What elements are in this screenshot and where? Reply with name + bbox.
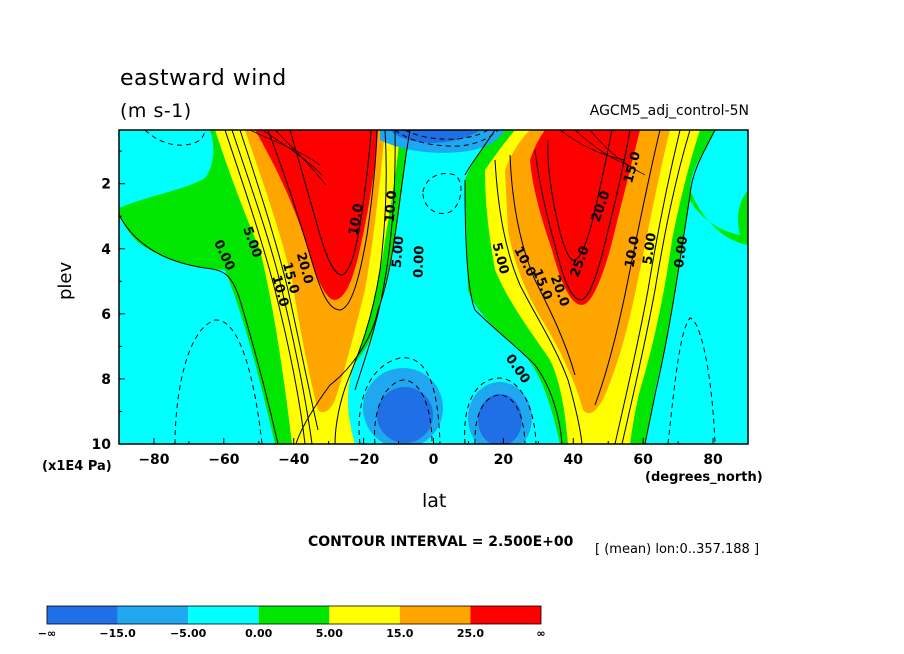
- contour-line-east-6: [494, 159, 583, 444]
- neg-contour-bottom-west-1: [358, 357, 441, 444]
- colorbar-swatch: [47, 606, 118, 624]
- x-tick-label: 0: [429, 452, 439, 468]
- contour-label: 10.0: [383, 190, 401, 223]
- y-tick-label: 2: [101, 177, 111, 193]
- contour-label: 10.0: [346, 202, 366, 236]
- colorbar-label: −∞: [38, 627, 56, 640]
- colorbar-swatch: [329, 606, 400, 624]
- x-tick-label: 80: [703, 452, 723, 468]
- contour-line-west-6: [334, 130, 387, 444]
- contour-line-east-3: [594, 130, 661, 406]
- colorbar-swatch: [399, 606, 471, 624]
- y-tick-label: 10: [92, 437, 112, 453]
- dataset-label: AGCM5_adj_control-5N: [589, 103, 749, 119]
- contour-line-west-2: [231, 130, 313, 444]
- x-axis-units: (degrees_north): [645, 470, 763, 485]
- y-tick-label: 6: [101, 307, 111, 323]
- colorbar-label: 15.0: [386, 627, 413, 640]
- contour-label: 10.0: [623, 235, 643, 269]
- contour-label: 0.00: [672, 235, 691, 269]
- x-tick-label: −60: [208, 452, 239, 468]
- contour-lines: [119, 130, 716, 444]
- y-tick-label: 8: [101, 372, 111, 388]
- y-axis-units: (x1E4 Pa): [42, 459, 112, 474]
- colorbar-label: 5.00: [316, 627, 343, 640]
- contour-label: 5.00: [640, 232, 659, 266]
- contour-line-east-7: [509, 154, 576, 376]
- x-tick-label: −20: [348, 452, 379, 468]
- x-tick-label: −40: [278, 452, 309, 468]
- x-tick-label: 60: [633, 452, 653, 468]
- neg-contour-top-2: [404, 130, 489, 140]
- contour-interval-text: CONTOUR INTERVAL = 2.500E+00: [308, 534, 574, 550]
- colorbar: −∞ −15.0 −5.00 0.00 5.00 15.0 25.0 ∞: [38, 605, 546, 640]
- y-ticks: 2 4 6 8 10: [92, 150, 125, 453]
- neg-contour-center: [422, 173, 462, 214]
- colorbar-label: ∞: [536, 627, 545, 640]
- fill-blue-bottom-east-inner: [478, 394, 522, 444]
- contour-label: 0.00: [411, 245, 427, 278]
- contour-zero-mid-east-2: [464, 179, 563, 444]
- x-tick-label: 40: [564, 452, 584, 468]
- colorbar-swatch: [470, 606, 541, 624]
- colorbar-label: −5.00: [170, 627, 207, 640]
- neg-contour-west-outer: [174, 319, 263, 444]
- contour-line-west-7: [354, 130, 396, 391]
- contour-line-east-5: [547, 130, 613, 261]
- neg-contour-east-outer: [667, 317, 716, 444]
- x-axis-label: lat: [422, 490, 447, 512]
- contour-line-east-1: [621, 130, 691, 444]
- contour-zero-mid-west: [295, 130, 411, 444]
- fill-red-west: [255, 130, 378, 300]
- contour-zero-west: [119, 214, 279, 444]
- contour-line-east-4: [534, 130, 631, 301]
- neg-contour-bottom-east-1: [464, 377, 537, 444]
- colorbar-swatch: [258, 606, 330, 624]
- contour-line-east-2: [614, 130, 681, 444]
- contour-line-west-1: [224, 130, 306, 444]
- colorbar-swatch: [188, 606, 259, 624]
- contour-line-west-5: [289, 130, 372, 276]
- fill-red-east: [530, 130, 640, 305]
- mean-note: [ (mean) lon:0..357.188 ]: [595, 542, 760, 557]
- contour-zero-east: [644, 130, 716, 444]
- colorbar-label: 25.0: [457, 627, 484, 640]
- chart-units: (m s-1): [120, 100, 192, 122]
- colorbar-frame: [46, 605, 542, 625]
- chart-title: eastward wind: [120, 66, 287, 91]
- colorbar-label: 0.00: [245, 627, 272, 640]
- y-tick-label: 4: [101, 242, 111, 258]
- contour-label: 5.00: [390, 235, 408, 268]
- fill-blue-bottom-west-inner: [377, 387, 433, 443]
- colorbar-label: −15.0: [99, 627, 136, 640]
- neg-contour-bottom-west-2: [374, 379, 433, 444]
- colorbar-swatch: [117, 606, 189, 624]
- x-tick-label: −80: [138, 452, 169, 468]
- negative-contours: [144, 130, 716, 444]
- x-tick-label: 20: [494, 452, 514, 468]
- contour-dense-cap: [249, 130, 646, 186]
- contour-line-west-4: [267, 130, 378, 311]
- x-ticks: −80 −60 −40 −20 0 20 40 60 80: [118, 438, 749, 468]
- contour-line-west-3: [239, 130, 319, 431]
